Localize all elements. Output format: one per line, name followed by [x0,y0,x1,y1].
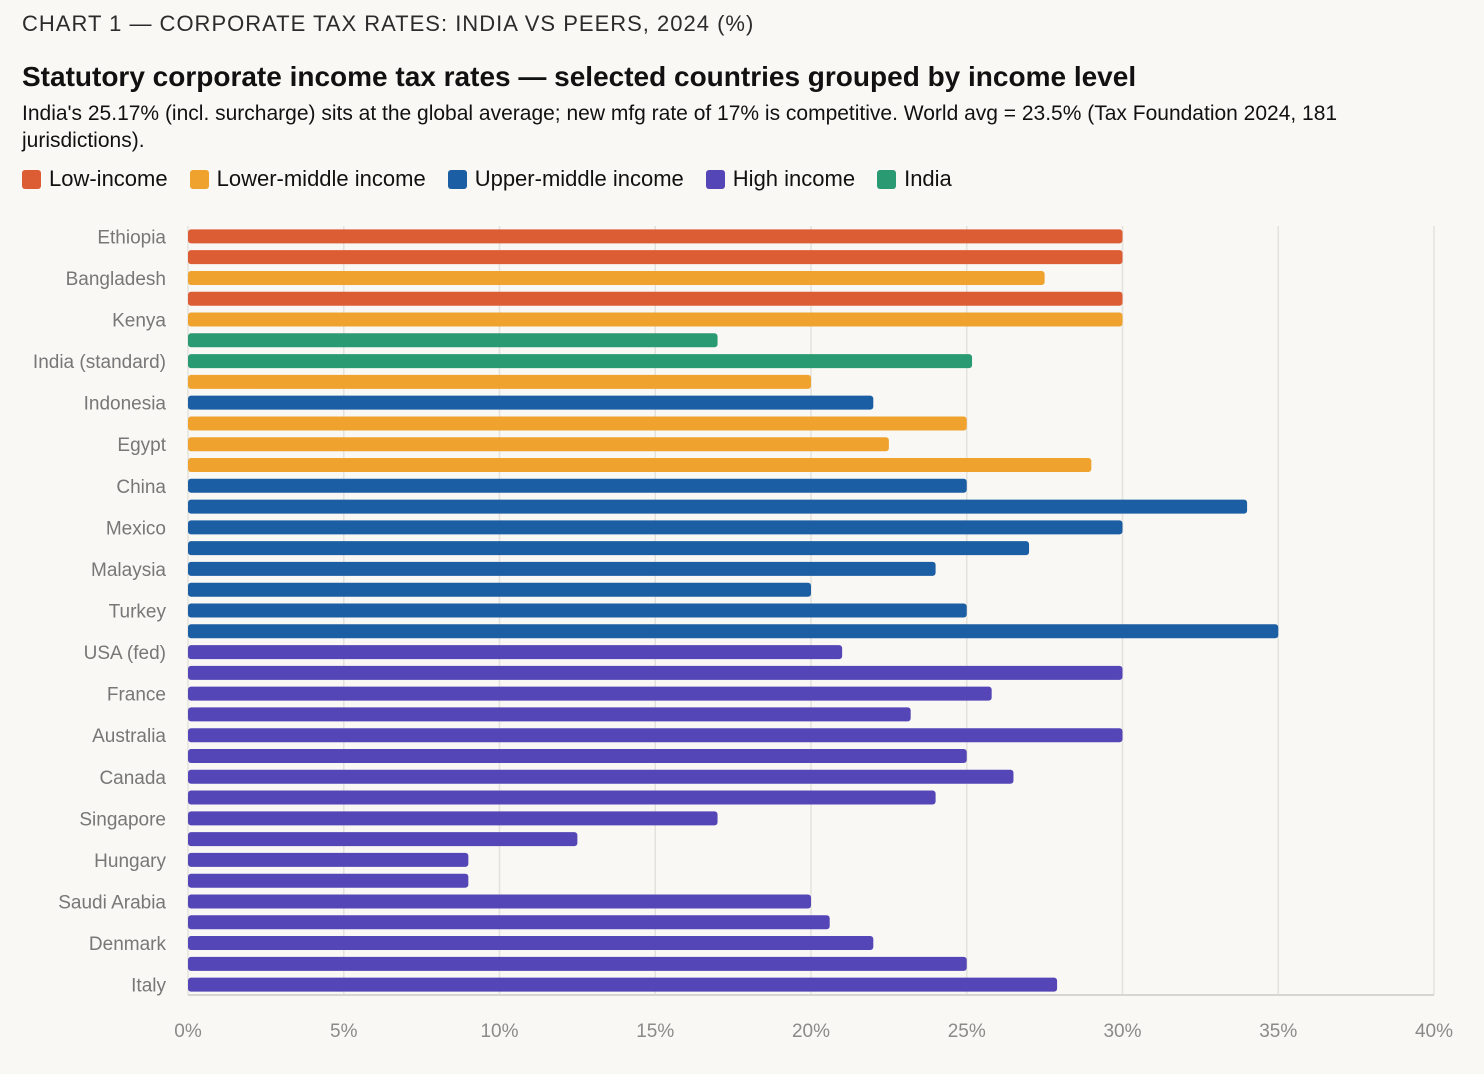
category-label: Malaysia [91,560,166,581]
category-label: Indonesia [84,394,167,415]
chart-kicker: CHART 1 — CORPORATE TAX RATES: INDIA VS … [22,11,755,36]
bar [188,873,469,888]
bar [188,852,469,867]
bar [188,312,1123,327]
legend-item-high-income: High income [705,166,856,192]
x-tick-label: 15% [636,1021,674,1042]
bar [188,936,874,951]
category-label: Australia [92,726,166,747]
bar [188,416,967,431]
x-tick-label: 25% [948,1021,986,1042]
legend-item-lower-middle-income: Lower-middle income [189,166,426,192]
legend-label-high-income: High income [732,166,856,191]
bar [188,790,936,805]
x-tick-label: 5% [330,1021,358,1042]
category-label: Turkey [109,602,167,623]
category-label: Canada [99,768,166,789]
category-label: Hungary [94,851,166,872]
bar [188,333,718,348]
category-label: France [107,685,166,706]
bar [188,499,1248,514]
bar [188,956,967,971]
chart-header: CHART 1 — CORPORATE TAX RATES: INDIA VS … [22,10,1462,154]
bar [188,977,1058,992]
bar [188,894,811,909]
bar [188,291,1123,306]
legend-label-lower-middle-income: Lower-middle income [216,166,426,191]
bar [188,561,936,576]
chart-subtitle: India's 25.17% (incl. surcharge) sits at… [22,102,1338,152]
legend-swatch-upper-middle-income [447,169,467,189]
bar [188,520,1123,535]
bar [188,832,578,847]
legend-label-upper-middle-income: Upper-middle income [474,166,684,191]
category-label: India (standard) [33,352,166,373]
bar [188,478,967,493]
legend-swatch-low-income [22,169,41,189]
bar [188,603,967,618]
category-label: Bangladesh [66,269,166,290]
bar [188,395,874,410]
category-label: Denmark [89,934,167,955]
category-label: China [116,477,166,498]
legend-item-low-income: Low-income [22,166,168,192]
bar [188,645,843,660]
category-label: Italy [131,976,166,997]
bar [188,624,1279,639]
category-label: Saudi Arabia [58,892,166,913]
bar [188,374,811,389]
bar [188,748,967,763]
bar [188,458,1092,473]
category-label: Kenya [112,311,166,332]
bar [188,915,830,930]
legend-swatch-lower-middle-income [189,169,209,189]
bar [188,541,1030,556]
bar [188,582,811,597]
x-tick-label: 35% [1259,1021,1297,1042]
legend-item-upper-middle-income: Upper-middle income [447,166,684,192]
bar [188,665,1123,680]
category-label: Mexico [106,518,166,539]
category-label: USA (fed) [84,643,166,664]
legend-swatch-high-income [705,169,725,189]
x-tick-label: 10% [480,1021,518,1042]
category-label: Singapore [79,809,166,830]
bar [188,707,911,722]
bar [188,437,889,452]
x-tick-label: 0% [174,1021,202,1042]
bar [188,270,1045,285]
bar [188,728,1123,743]
bar [188,354,973,369]
bar [188,250,1123,265]
category-label: Ethiopia [97,227,166,248]
x-tick-label: 30% [1103,1021,1141,1042]
chart-legend: Low-income Lower-middle income Upper-mid… [22,166,952,192]
bar [188,229,1123,244]
legend-label-india: India [904,166,952,191]
x-tick-label: 20% [792,1021,830,1042]
legend-label-low-income: Low-income [49,166,168,191]
category-label: Egypt [117,435,166,456]
bar [188,811,718,826]
bar [188,686,992,701]
legend-swatch-india [877,169,897,189]
legend-item-india: India [877,166,952,192]
chart-title: Statutory corporate income tax rates — s… [22,61,1137,92]
bar [188,769,1014,784]
x-tick-label: 40% [1415,1021,1453,1042]
